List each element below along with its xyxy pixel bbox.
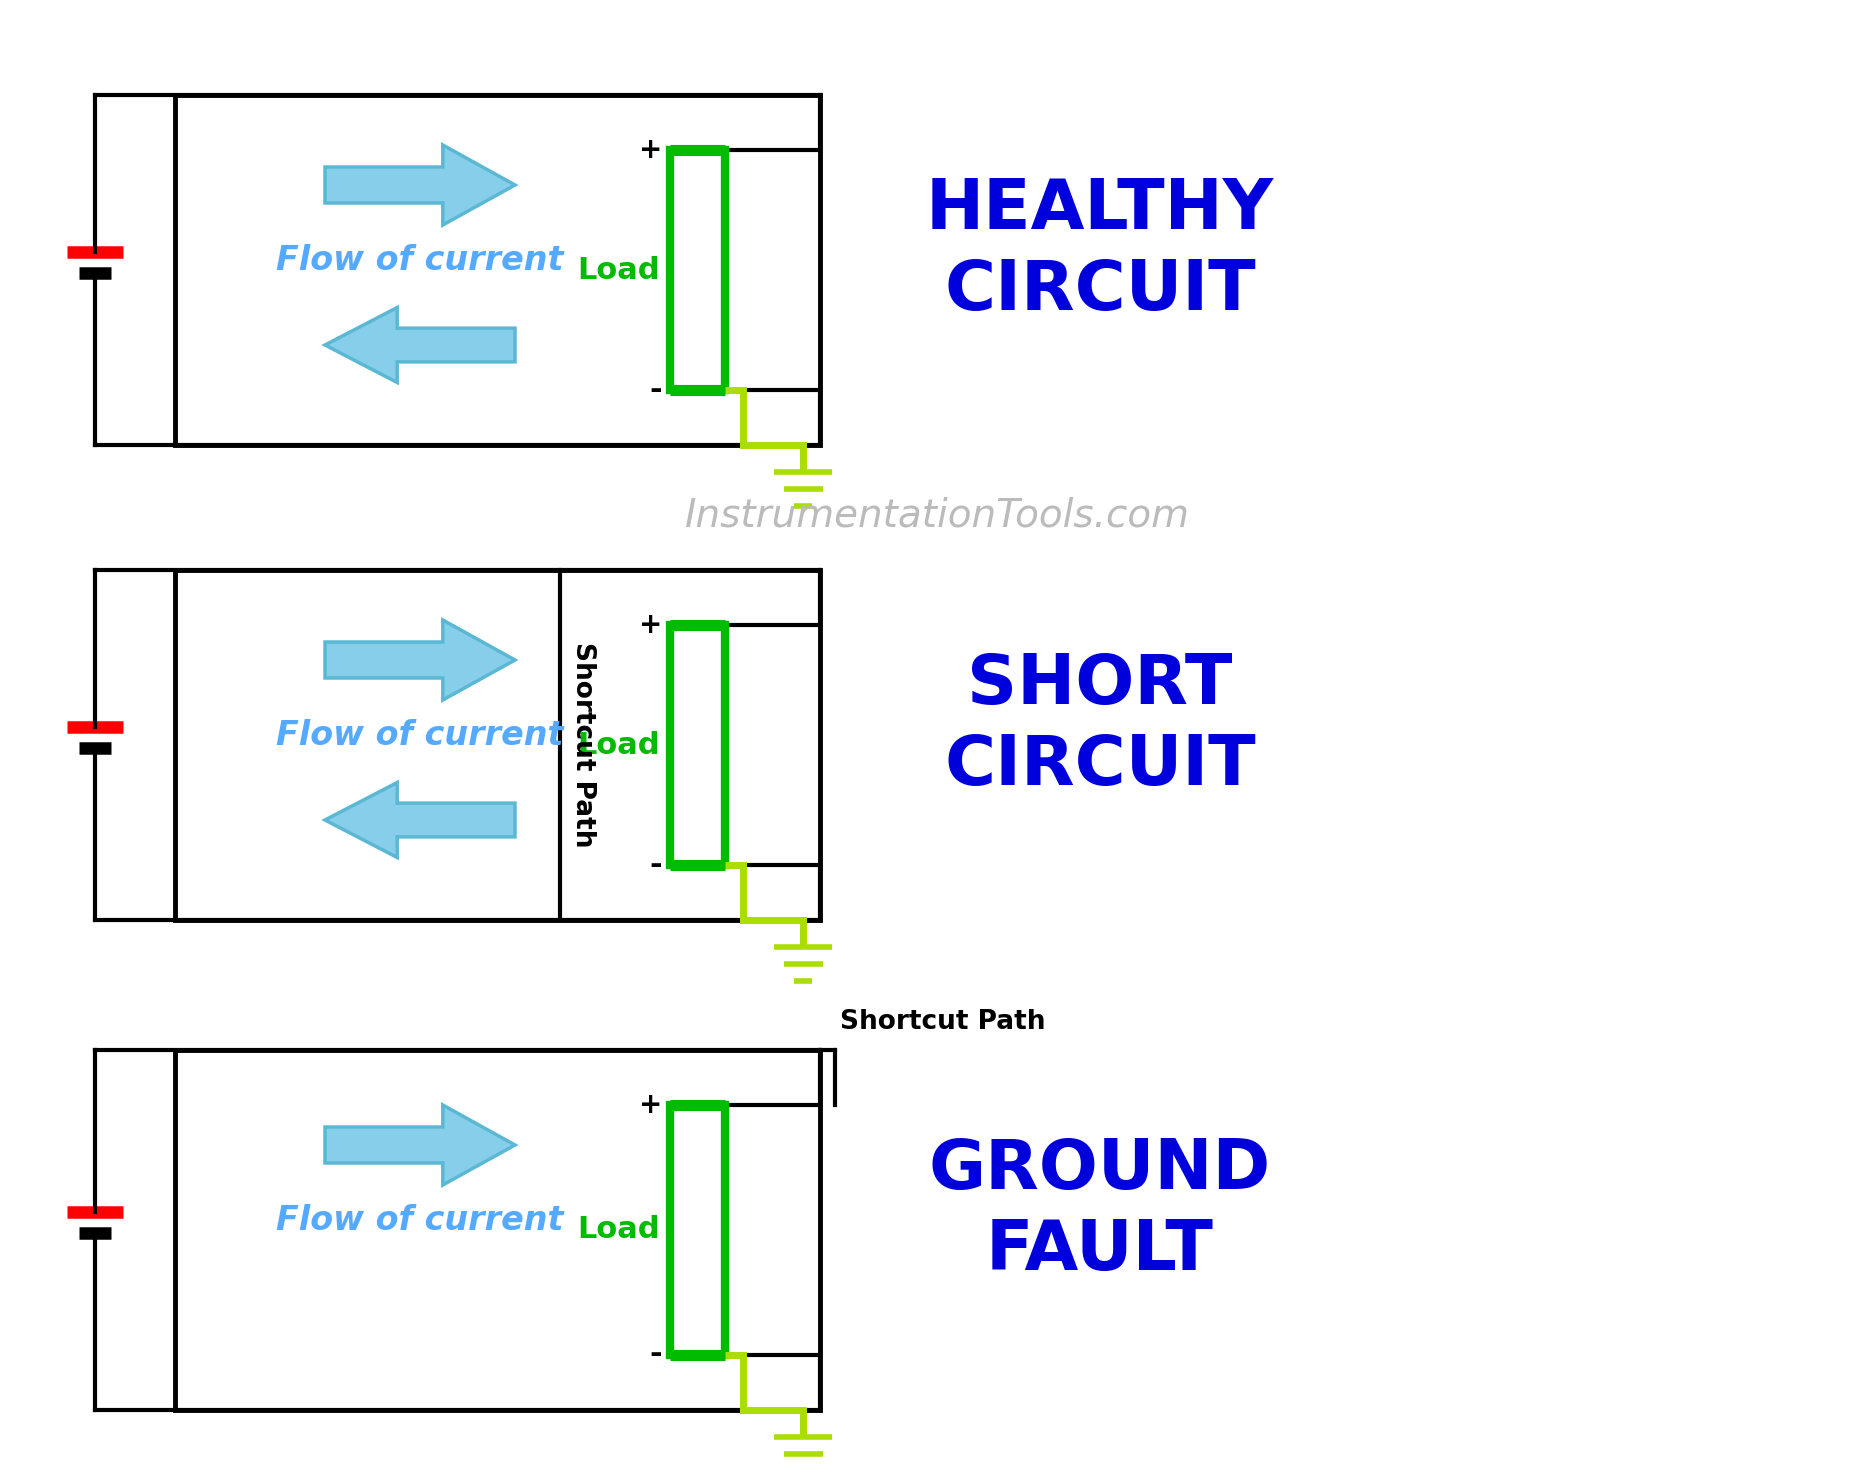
Text: GROUND
FAULT: GROUND FAULT	[928, 1137, 1271, 1283]
Text: SHORT
CIRCUIT: SHORT CIRCUIT	[945, 652, 1256, 798]
Bar	[669, 1105, 726, 1355]
Bar	[174, 95, 819, 445]
Text: Load: Load	[578, 255, 660, 284]
Text: Shortcut Path: Shortcut Path	[570, 642, 596, 848]
Text: +: +	[639, 611, 662, 639]
Text: Load: Load	[578, 1216, 660, 1244]
FancyArrow shape	[324, 620, 516, 700]
Text: -: -	[649, 1340, 662, 1370]
Text: InstrumentationTools.com: InstrumentationTools.com	[684, 497, 1189, 535]
Text: Flow of current: Flow of current	[276, 718, 564, 752]
Bar	[669, 626, 726, 864]
Text: -: -	[649, 851, 662, 879]
Text: +: +	[639, 1091, 662, 1119]
Text: Load: Load	[578, 731, 660, 759]
Text: Flow of current: Flow of current	[276, 243, 564, 277]
FancyArrow shape	[324, 308, 516, 382]
FancyArrow shape	[324, 145, 516, 226]
FancyArrow shape	[324, 782, 516, 857]
Text: Flow of current: Flow of current	[276, 1204, 564, 1236]
Text: HEALTHY
CIRCUIT: HEALTHY CIRCUIT	[926, 176, 1273, 324]
Text: -: -	[649, 375, 662, 404]
Text: Shortcut Path: Shortcut Path	[840, 1009, 1046, 1034]
Bar	[174, 570, 819, 920]
Bar	[174, 1050, 819, 1409]
Text: +: +	[639, 136, 662, 164]
Bar	[669, 149, 726, 390]
FancyArrow shape	[324, 1105, 516, 1185]
